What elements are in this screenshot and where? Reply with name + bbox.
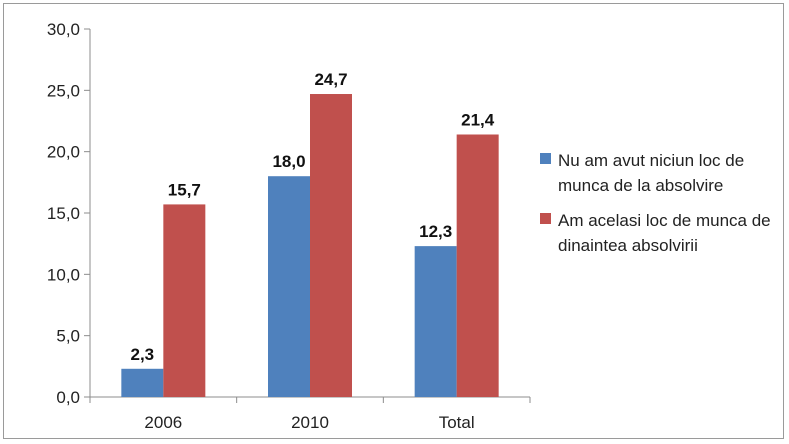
bar-series-1 [268, 176, 310, 397]
legend-label-series-2: Am acelasi loc de munca de dinaintea abs… [558, 211, 771, 255]
data-label: 2,3 [131, 345, 155, 364]
bar-series-2 [163, 204, 206, 397]
data-label: 24,7 [314, 70, 347, 89]
chart-frame [3, 3, 784, 439]
legend: Nu am avut niciun loc de munca de la abs… [540, 148, 780, 268]
x-tick-label: Total [439, 413, 475, 432]
legend-swatch-series-2 [540, 213, 551, 224]
data-label: 12,3 [419, 222, 452, 241]
y-tick-label: 20,0 [47, 143, 80, 162]
y-tick-label: 10,0 [47, 265, 80, 284]
legend-label-series-1: Nu am avut niciun loc de munca de la abs… [558, 151, 745, 195]
x-tick-label: 2006 [144, 413, 182, 432]
y-tick-label: 30,0 [47, 20, 80, 39]
bar-series-2 [310, 94, 352, 397]
y-tick-label: 15,0 [47, 204, 80, 223]
data-label: 21,4 [461, 110, 495, 129]
y-tick-label: 0,0 [56, 388, 80, 407]
axes: 0,0 5,0 10,0 15,0 20,0 25,0 30,0 2006 2010 Total [47, 20, 531, 432]
x-tick-label: 2010 [291, 413, 329, 432]
bars [121, 94, 499, 397]
bar-series-1 [121, 368, 164, 397]
bar-series-2 [456, 134, 499, 397]
data-label: 18,0 [272, 152, 305, 171]
data-label: 15,7 [168, 180, 201, 199]
y-tick-label: 5,0 [56, 327, 80, 346]
y-tick-label: 25,0 [47, 81, 80, 100]
data-labels: 2,3 15,7 18,0 24,7 12,3 21,4 [131, 70, 495, 364]
bar-series-1 [414, 246, 457, 397]
legend-swatch-series-1 [540, 153, 551, 164]
legend-item-series-2: Am acelasi loc de munca de dinaintea abs… [540, 208, 780, 258]
legend-item-series-1: Nu am avut niciun loc de munca de la abs… [540, 148, 780, 198]
